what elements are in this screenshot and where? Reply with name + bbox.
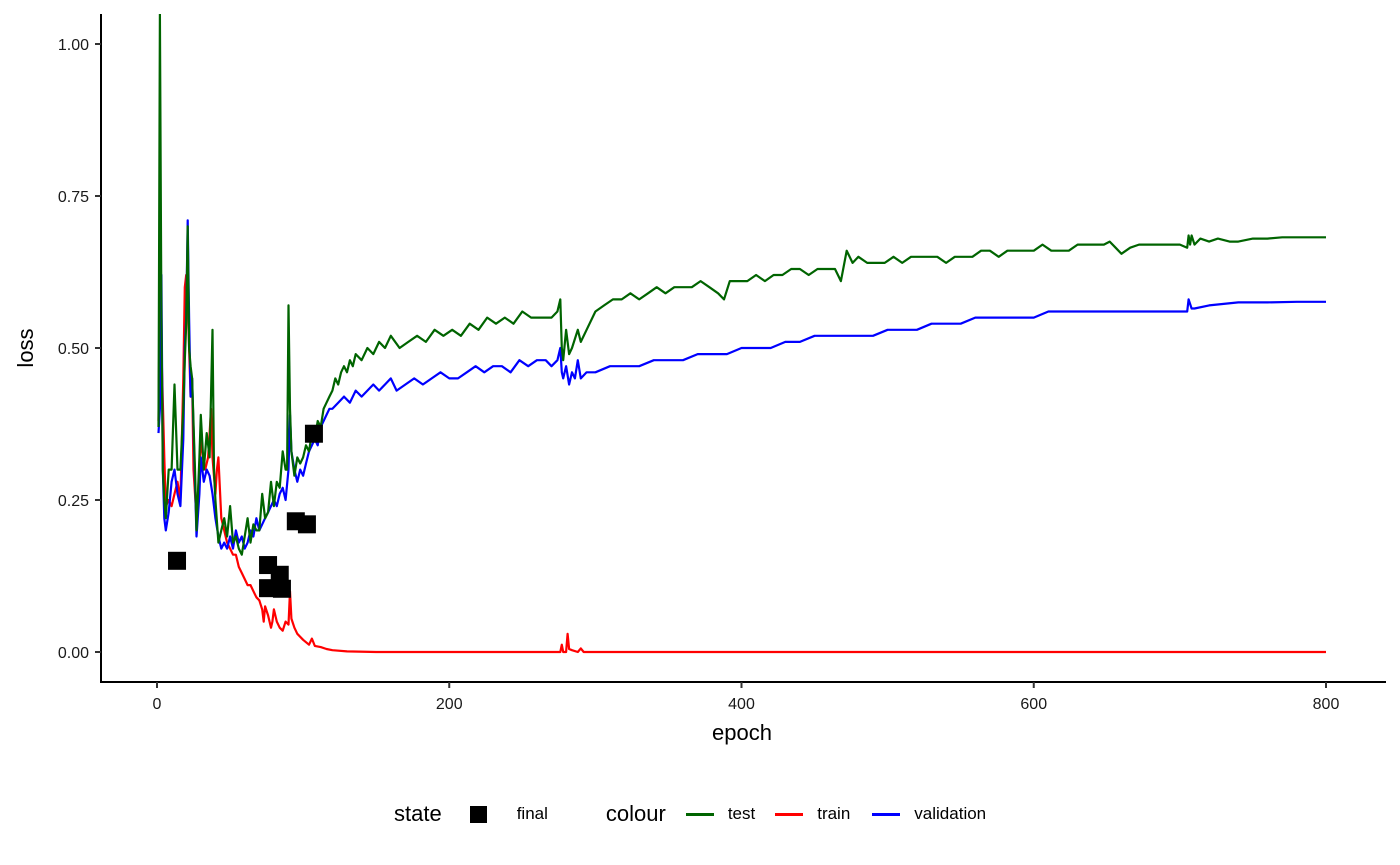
x-axis-title: epoch (712, 720, 772, 745)
legend-label-test: test (727, 804, 756, 823)
x-tick-label: 800 (1313, 696, 1340, 713)
legend: state final colour test train validation (394, 796, 986, 832)
test-loss-line (157, 14, 1326, 556)
legend-colour-title: colour (605, 801, 666, 826)
legend-state-title: state (394, 801, 442, 826)
y-tick-label: 1.00 (58, 37, 89, 54)
y-tick-label: 0.25 (58, 493, 89, 510)
legend-colour: colour test train validation (606, 801, 986, 827)
y-tick-label: 0.50 (58, 341, 89, 358)
series-lines (157, 14, 1326, 654)
x-tick-label: 200 (436, 696, 463, 713)
x-tick-label: 600 (1020, 696, 1047, 713)
legend-label-train: train (817, 804, 851, 823)
legend-label-validation: validation (914, 804, 987, 823)
final-point-marker (168, 551, 187, 570)
final-point-marker (272, 579, 291, 598)
y-axis-ticks: 0.00 0.25 0.50 0.75 1.00 (58, 37, 101, 662)
final-point-marker (259, 579, 278, 598)
y-axis-title: loss (13, 328, 38, 367)
validation-line-key-icon (872, 812, 901, 816)
train-loss-line (157, 273, 1326, 654)
x-tick-label: 400 (728, 696, 755, 713)
x-axis-ticks: 0 200 400 600 800 (153, 682, 1340, 713)
legend-state: state final (394, 801, 606, 827)
final-point-marker (304, 424, 323, 443)
y-tick-label: 0.75 (58, 189, 89, 206)
y-tick-label: 0.00 (58, 645, 89, 662)
test-line-key-icon (685, 812, 714, 816)
train-line-key-icon (775, 812, 804, 816)
square-marker-icon (469, 805, 487, 823)
legend-label-final: final (516, 804, 548, 823)
x-tick-label: 0 (153, 696, 162, 713)
final-state-markers (168, 424, 323, 598)
final-point-marker (297, 515, 316, 534)
